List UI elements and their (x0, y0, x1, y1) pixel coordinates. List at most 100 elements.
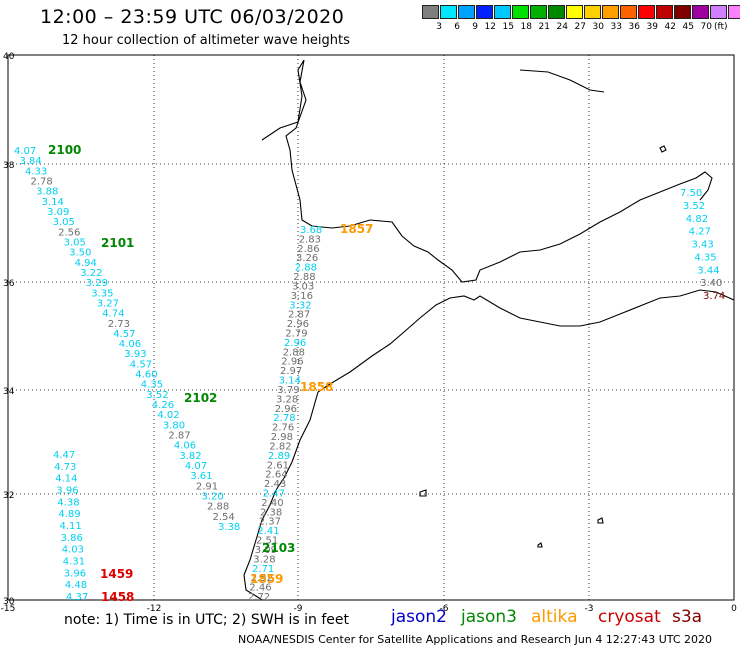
wave-height-value: 3.74 (703, 291, 725, 302)
wave-height-value: 2.89 (268, 451, 290, 462)
wave-height-value: 4.31 (63, 557, 85, 568)
island-3 (537, 542, 543, 548)
wave-height-value: 4.60 (135, 370, 157, 381)
legend-label: 12 (484, 22, 496, 32)
wave-height-value: 4.06 (174, 441, 196, 452)
wave-height-value: 3.28 (276, 394, 298, 405)
wave-height-value: 2.73 (108, 319, 130, 330)
lat-label: 36 (3, 279, 15, 289)
lon-label: 0 (731, 604, 737, 614)
wave-height-value: 4.37 (66, 592, 88, 603)
wave-height-value: 4.73 (54, 462, 76, 473)
wave-height-value: 3.93 (124, 349, 146, 360)
legend-swatch (494, 5, 511, 19)
legend-swatch (692, 5, 709, 19)
legend-label: 70 (700, 22, 712, 32)
wave-height-value: 2.91 (196, 481, 218, 492)
legend-label: 36 (628, 22, 640, 32)
island-1 (419, 489, 427, 497)
wave-height-value: 3.79 (277, 385, 299, 396)
wave-height-value: 2.96 (287, 319, 309, 330)
wave-height-value: 2.98 (271, 432, 293, 443)
altimeter-tracks: 4.073.844.332.783.883.143.093.052.563.05… (14, 143, 725, 604)
wave-height-value: 2.83 (299, 234, 321, 245)
legend-swatch (602, 5, 619, 19)
wave-height-value: 2.88 (293, 272, 315, 283)
wave-height-value: 2.88 (207, 502, 229, 513)
wave-height-value: 4.14 (55, 474, 77, 485)
wave-height-value: 2.46 (249, 583, 271, 594)
satellite-jason3: jason3 (461, 607, 517, 627)
lon-label: -6 (440, 604, 449, 614)
wave-height-value: 4.33 (25, 166, 47, 177)
wave-height-value: 2.78 (273, 413, 295, 424)
wave-height-value: 3.96 (56, 486, 78, 497)
wave-height-value: 3.27 (97, 298, 119, 309)
page-subtitle: 12 hour collection of altimeter wave hei… (62, 33, 350, 48)
lat-label: 32 (3, 491, 14, 501)
wave-height-value: 4.02 (157, 410, 179, 421)
map-frame (7, 54, 735, 601)
legend-swatch (656, 5, 673, 19)
pass-time-label: 1857 (340, 222, 373, 236)
atlantic-africa-coast (243, 391, 319, 601)
pass-time-label: 1859 (250, 572, 283, 586)
wave-height-value: 2.88 (295, 263, 317, 274)
pass-time-label: 2100 (48, 143, 81, 157)
wave-height-value: 3.09 (255, 545, 277, 556)
satellite-cryosat: cryosat (598, 607, 661, 627)
lat-label: 38 (3, 161, 15, 171)
wave-height-value: 3.88 (36, 187, 58, 198)
pass-time-label: 1858 (300, 380, 333, 394)
wave-height-value: 3.16 (291, 291, 313, 302)
wave-height-value: 3.14 (42, 197, 64, 208)
legend-label: 33 (610, 22, 622, 32)
wave-height-value: 3.68 (300, 225, 322, 236)
legend-swatch (458, 5, 475, 19)
wave-height-value: 2.87 (288, 310, 310, 321)
wave-height-value: 2.43 (264, 479, 286, 490)
wave-height-value: 4.57 (113, 329, 135, 340)
wave-height-value: 4.07 (14, 146, 36, 157)
legend-label: 6 (454, 22, 460, 32)
island-2 (597, 517, 604, 524)
wave-height-value: 3.50 (69, 248, 91, 259)
wave-height-value: 3.09 (47, 207, 69, 218)
balearic (659, 145, 667, 153)
wave-height-value: 3.52 (146, 390, 168, 401)
lat-label: 30 (3, 597, 15, 607)
wave-height-value: 3.14 (279, 376, 301, 387)
wave-height-value: 2.76 (272, 423, 294, 434)
legend-swatch (548, 5, 565, 19)
wave-height-value: 4.57 (130, 359, 152, 370)
wave-height-value: 2.38 (260, 507, 282, 518)
wave-height-value: 3.44 (697, 265, 719, 276)
wave-height-value: 3.96 (64, 568, 86, 579)
legend-label: 21 (538, 22, 550, 32)
legend-label: 39 (646, 22, 658, 32)
wave-height-value: 2.86 (297, 244, 319, 255)
wave-height-value: 4.03 (62, 545, 84, 556)
wave-height-value: 2.78 (31, 177, 53, 188)
wave-height-value: 2.54 (213, 512, 235, 523)
lon-label: -12 (147, 604, 162, 614)
wave-height-value: 2.82 (269, 441, 291, 452)
wave-height-value: 3.38 (218, 522, 240, 533)
wave-height-value: 3.43 (692, 240, 714, 251)
wave-height-value: 4.47 (53, 450, 75, 461)
wave-height-value: 2.71 (252, 564, 274, 575)
wave-height-value: 3.80 (163, 420, 185, 431)
wave-height-value: 4.89 (58, 509, 80, 520)
coastline (243, 59, 735, 601)
wave-height-value: 7.50 (680, 188, 702, 199)
wave-height-value: 4.38 (57, 497, 79, 508)
wave-height-value: 4.11 (60, 521, 82, 532)
wave-height-value: 3.35 (91, 288, 113, 299)
wave-height-value: 4.35 (694, 252, 716, 263)
wave-height-value: 2.88 (283, 347, 305, 358)
wave-height-value: 3.82 (179, 451, 201, 462)
lon-label: -3 (585, 604, 594, 614)
wave-height-value: 2.72 (248, 592, 270, 603)
wave-height-value: 3.84 (20, 156, 42, 167)
